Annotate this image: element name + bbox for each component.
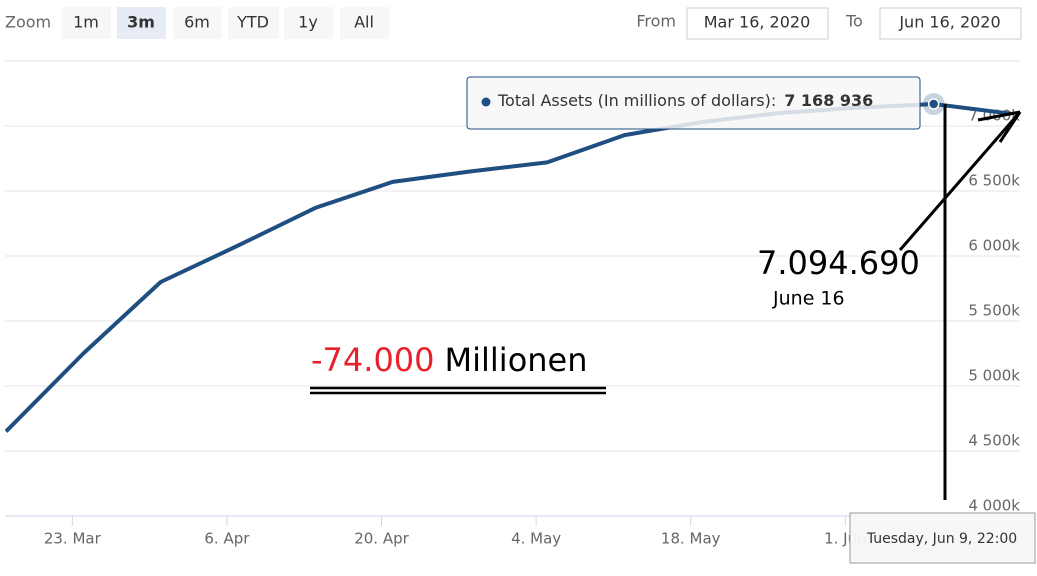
range-button[interactable] (173, 7, 222, 39)
change-value: -74.000 (311, 341, 435, 379)
change-unit: Millionen (445, 341, 588, 379)
x-tick-label: 4. May (511, 530, 561, 548)
range-button-label[interactable]: 1y (298, 13, 318, 32)
y-tick-label: 4 500k (968, 432, 1020, 450)
from-date[interactable]: Mar 16, 2020 (704, 13, 811, 32)
tooltip-bullet (481, 97, 491, 107)
annotation-date: June 16 (772, 288, 845, 310)
tooltip: Total Assets (In millions of dollars): 7 … (466, 76, 1036, 564)
x-tick-label: 6. Apr (204, 530, 250, 548)
x-axis: 23. Mar 6. Apr 20. Apr 4. May 18. May 1. Jun (44, 516, 867, 548)
from-label: From (636, 12, 676, 31)
x-tick-label: 18. May (661, 530, 721, 548)
range-button[interactable] (62, 7, 111, 39)
y-tick-label: 5 500k (968, 302, 1020, 320)
arrow-head (977, 110, 1021, 122)
tooltip-text: Total Assets (In millions of dollars): 7 … (497, 91, 873, 110)
to-label: To (845, 12, 863, 31)
date-tooltip-box (849, 512, 1036, 564)
tooltip-series-name: Total Assets (In millions of dollars): (497, 91, 776, 110)
y-tick-label: 4 000k (968, 497, 1020, 515)
tooltip-value: 7 168 936 (784, 91, 873, 110)
date-tooltip: Tuesday, Jun 9, 22:00 (866, 531, 1017, 547)
range-button-label[interactable]: 6m (184, 13, 210, 32)
zoom-label: Zoom (5, 13, 51, 32)
to-input[interactable] (879, 7, 1022, 40)
hover-point (927, 98, 940, 110)
annotation-arrow (898, 111, 1022, 251)
y-tick-label: 6 000k (968, 237, 1020, 255)
range-button-label[interactable]: YTD (236, 13, 269, 32)
x-tick-label: 20. Apr (354, 530, 409, 548)
annotation-change: -74.000 Millionen (311, 341, 588, 379)
range-button-label[interactable]: 1m (73, 13, 99, 32)
range-button-label[interactable]: 3m (127, 13, 155, 32)
from-input[interactable] (686, 7, 829, 40)
tooltip-box (466, 76, 921, 130)
arrow-head (998, 111, 1022, 143)
x-tick-label: 23. Mar (44, 530, 102, 548)
range-button[interactable] (117, 7, 166, 39)
range-button-label[interactable]: All (354, 13, 374, 32)
to-date[interactable]: Jun 16, 2020 (898, 13, 1000, 32)
range-button[interactable] (284, 7, 333, 39)
range-button[interactable] (228, 7, 279, 39)
annotation-value: 7.094.690 (757, 244, 920, 282)
range-buttons: 1m 3m 6m YTD 1y All (62, 7, 389, 39)
range-button[interactable] (340, 7, 389, 39)
y-tick-label: 5 000k (968, 367, 1020, 385)
y-tick-label: 6 500k (968, 172, 1020, 190)
